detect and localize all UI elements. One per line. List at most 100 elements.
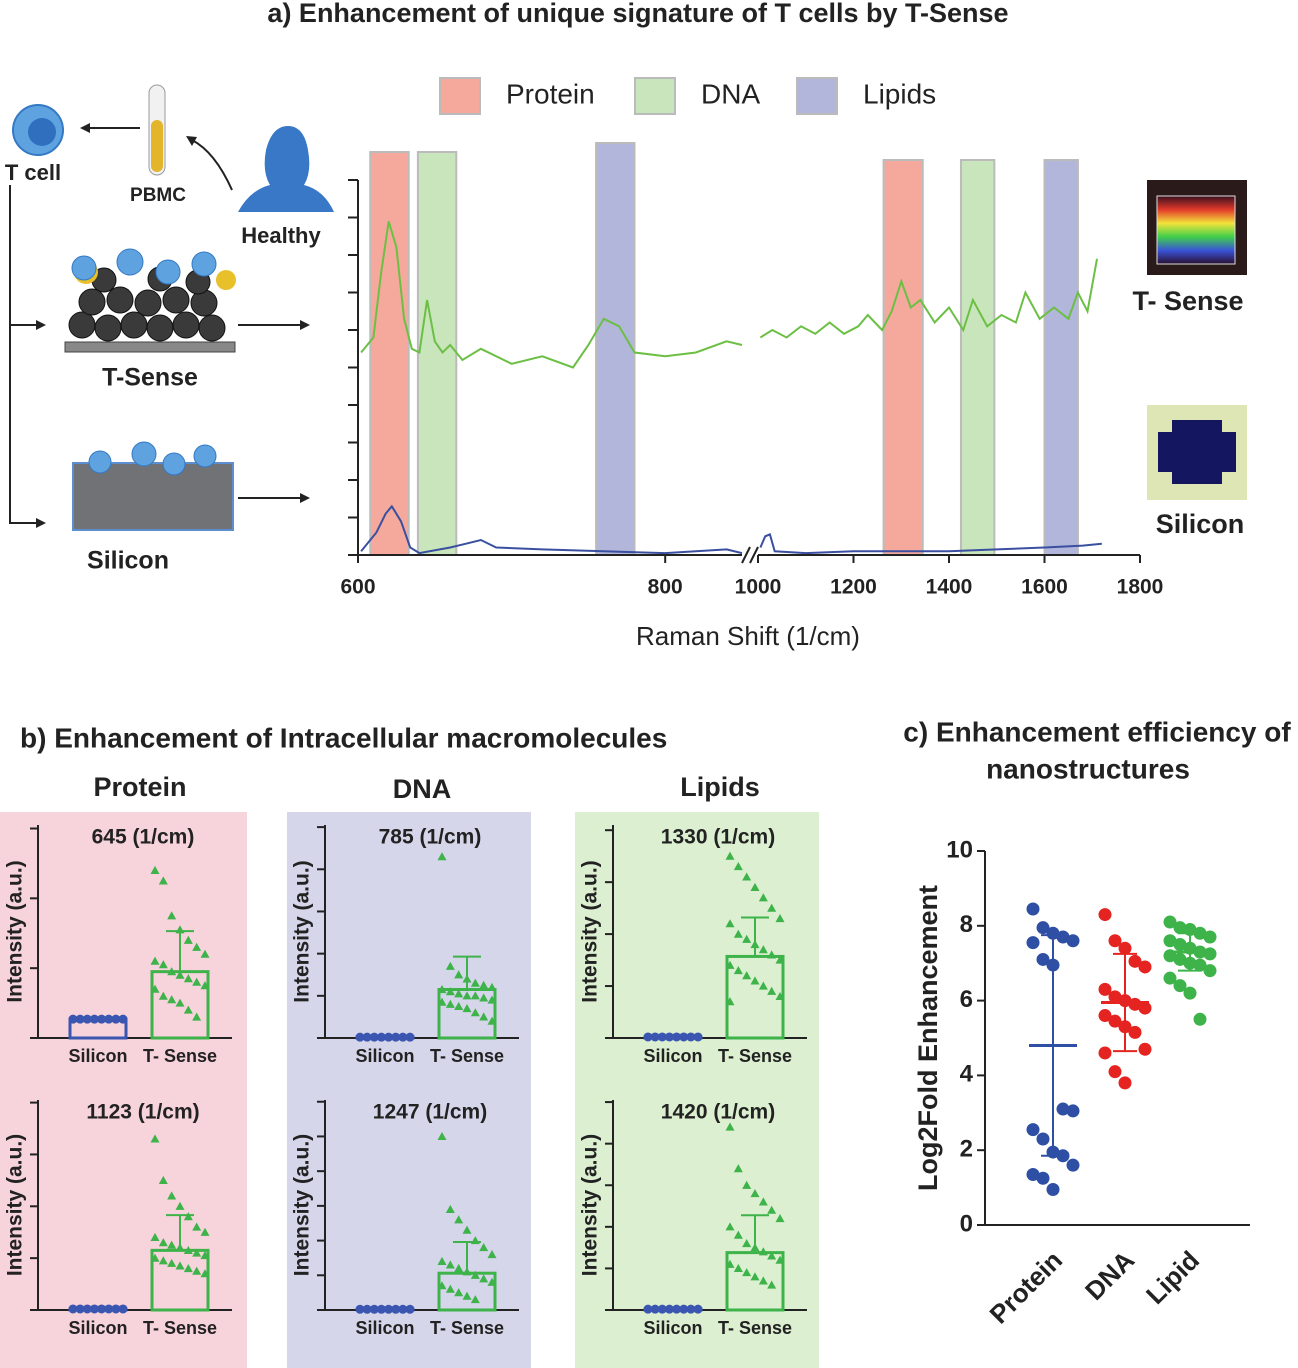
spectrum-line	[759, 258, 1098, 339]
panel-c-title: nanostructures	[986, 753, 1190, 784]
data-point	[1203, 964, 1217, 978]
x-tick-label: T- Sense	[430, 1046, 504, 1066]
data-point	[462, 1225, 472, 1234]
data-point	[192, 942, 202, 951]
y-tick-label: 10	[946, 836, 973, 863]
x-tick-label: T- Sense	[430, 1318, 504, 1338]
data-point	[1173, 952, 1187, 966]
x-tick-label: 1400	[926, 576, 973, 599]
data-point	[479, 993, 489, 1002]
data-point	[192, 977, 202, 986]
data-point	[437, 1131, 447, 1141]
x-tick-label: Silicon	[643, 1046, 702, 1066]
tsense-substrate	[64, 341, 236, 353]
data-point	[192, 1222, 202, 1231]
column-title: Lipids	[680, 772, 760, 802]
plot-title: 1247 (1/cm)	[373, 1101, 487, 1124]
diagram-label: T-Sense	[102, 364, 198, 392]
y-tick-label: 4	[960, 1061, 974, 1088]
silicon-image-map	[1158, 420, 1236, 484]
panel-a-title: a) Enhancement of unique signature of T …	[267, 0, 1008, 28]
column-title: Protein	[93, 772, 186, 802]
spectrum-line	[360, 221, 743, 369]
arrow	[191, 139, 233, 191]
x-tick-label: Silicon	[68, 1046, 127, 1066]
x-tick-label: Lipid	[1140, 1245, 1205, 1310]
data-point	[1036, 952, 1050, 966]
data-point	[183, 974, 193, 983]
data-point	[733, 1164, 743, 1173]
data-point	[445, 1260, 455, 1269]
data-point	[470, 1270, 480, 1279]
data-point	[758, 945, 768, 954]
data-point	[158, 1238, 168, 1247]
data-point	[192, 1248, 202, 1257]
data-point	[454, 989, 464, 998]
x-tick-label: DNA	[1079, 1245, 1140, 1306]
data-point	[192, 1266, 202, 1275]
x-tick-label: T- Sense	[143, 1318, 217, 1338]
plot-title: 1330 (1/cm)	[661, 826, 775, 849]
tsense-image-map	[1156, 195, 1236, 265]
data-point	[1173, 938, 1187, 951]
x-tick-label: T- Sense	[143, 1046, 217, 1066]
axis-break	[741, 546, 751, 564]
data-point	[470, 991, 480, 1000]
data-point	[1046, 926, 1060, 940]
data-point	[479, 1243, 489, 1252]
silicon-substrate	[72, 462, 234, 531]
x-tick-label: Protein	[984, 1245, 1069, 1330]
band	[882, 159, 924, 556]
data-point	[183, 1212, 193, 1221]
x-tick-label: Silicon	[643, 1318, 702, 1338]
workflow-diagram	[9, 84, 1247, 531]
data-point	[758, 981, 768, 990]
data-point	[725, 919, 735, 928]
legend-swatch	[796, 77, 838, 115]
data-point	[167, 1191, 177, 1200]
data-point	[750, 1189, 760, 1198]
data-point	[150, 1134, 160, 1143]
data-point	[733, 1263, 743, 1273]
data-point	[454, 1001, 464, 1010]
data-point	[150, 865, 160, 874]
data-point	[1118, 941, 1132, 955]
data-point	[175, 1201, 185, 1210]
y-axis-label: Intensity (a.u.)	[579, 1134, 602, 1276]
data-point	[1098, 982, 1112, 996]
y-axis-label: Intensity (a.u.)	[291, 1134, 314, 1276]
data-point	[1108, 1065, 1122, 1079]
series-label: T- Sense	[1132, 286, 1243, 316]
legend-label: Lipids	[863, 78, 936, 109]
data-point	[758, 893, 768, 902]
data-point	[1183, 986, 1197, 1000]
column-title: DNA	[393, 774, 452, 804]
data-point	[454, 970, 464, 979]
data-point	[1173, 921, 1187, 935]
data-point	[158, 960, 168, 969]
band	[595, 142, 636, 556]
healthy-icon	[238, 126, 334, 212]
x-tick-label: 800	[648, 576, 683, 599]
data-point	[487, 1249, 497, 1259]
x-tick-label: 1200	[830, 576, 877, 599]
data-point	[742, 971, 752, 980]
axis-break	[749, 546, 759, 564]
x-tick-label: 1000	[735, 576, 782, 599]
band	[959, 159, 996, 556]
data-point	[175, 970, 185, 979]
data-point	[1036, 921, 1050, 935]
data-point	[454, 1215, 464, 1224]
data-point	[1138, 1001, 1152, 1015]
x-tick-label: Silicon	[355, 1318, 414, 1338]
data-point	[454, 1288, 464, 1297]
data-point	[725, 1122, 735, 1131]
data-point	[1108, 1014, 1122, 1028]
data-point	[758, 1197, 768, 1206]
data-point	[733, 929, 743, 938]
data-point	[1098, 1009, 1112, 1023]
data-point	[1046, 1182, 1060, 1196]
data-point	[767, 1251, 777, 1260]
data-point	[1163, 934, 1177, 948]
data-point	[1138, 1042, 1152, 1056]
